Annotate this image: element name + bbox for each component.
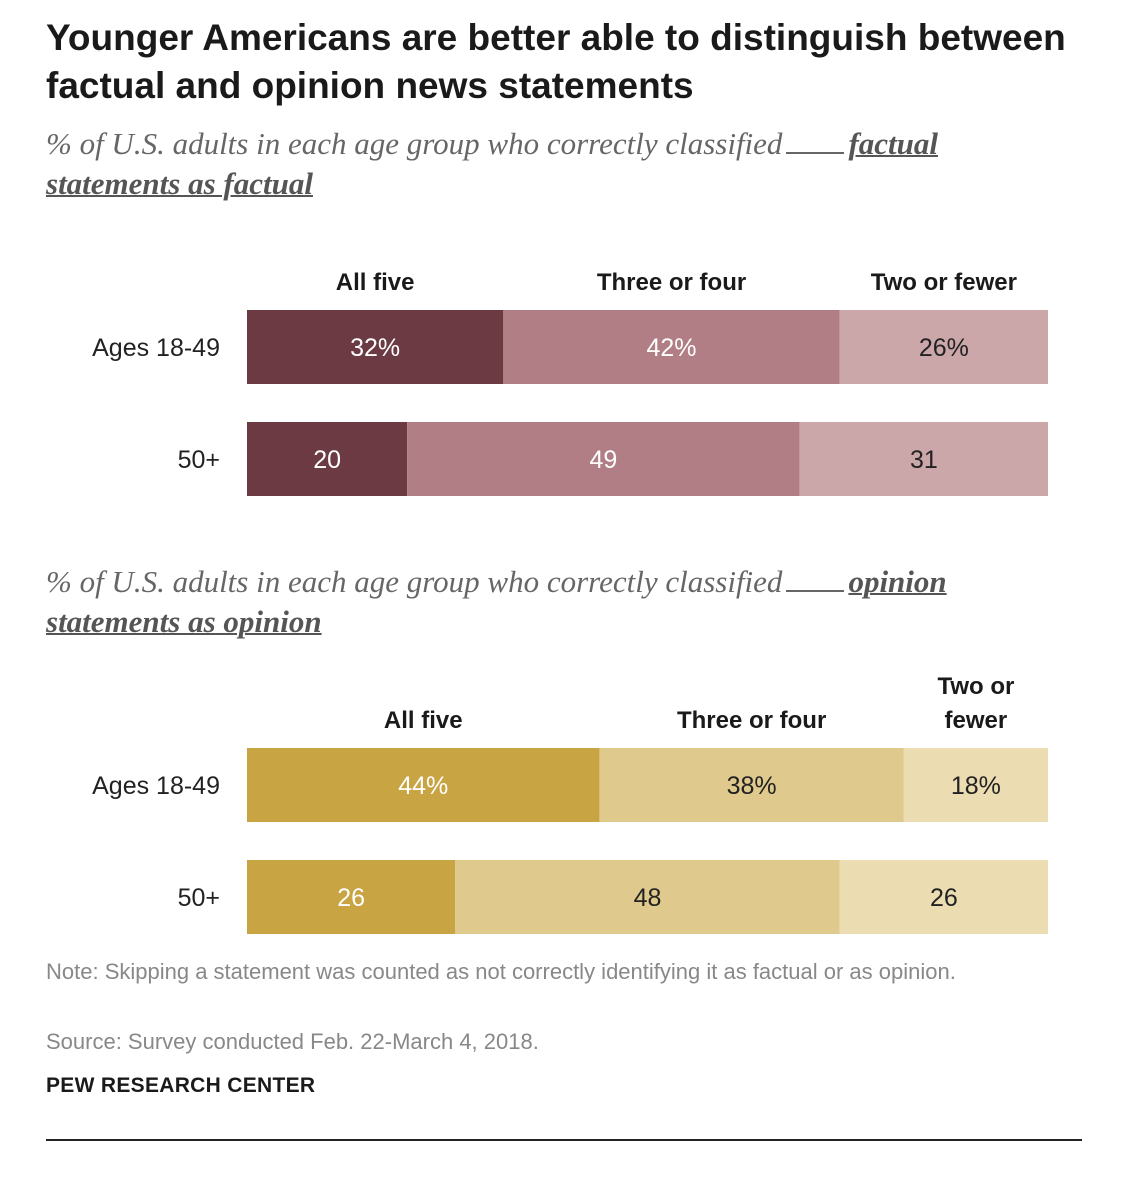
legend-label-line: Three or four [677,707,826,734]
bar-segment [247,748,600,822]
chart-factual: All five Three or four Two or fewer Ages 18… [0,228,1129,508]
legend-label-line: Two or fewer [871,269,1017,296]
chart-title: Younger Americans are better able to dis… [46,17,1066,106]
blank-line [786,564,845,592]
panel-2-subtitle-emphasis: opinion statements as opinion [46,564,947,639]
bar-segment [799,422,1048,496]
legend-label-1: Three or four [597,269,746,296]
data-label: 42% [647,334,697,362]
legend-label-1: Three or four [677,707,826,734]
legend-label-line: Three or four [597,269,746,296]
category-label: Ages 18-49 [92,772,220,800]
data-label: 31 [910,446,938,474]
data-label: 26% [919,334,969,362]
bar-segment [839,310,1048,384]
data-label: 32% [350,334,400,362]
data-label: 38% [727,772,777,800]
category-label: Ages 18-49 [92,334,220,362]
chart-opinion: All five Three or four Two or fewer Ages 18-… [0,666,1129,946]
panel-1-subtitle-emphasis: factual statements as factual [46,126,938,201]
panel-2-subtitle: % of U.S. adults in each age group who c… [46,562,1056,642]
data-label: 49 [590,446,618,474]
chart-factual-svg: All five Three or four Two or fewer Ages 18… [92,269,1048,496]
chart-note: Note: Skipping a statement was counted a… [46,959,956,984]
legend-label-line: fewer [945,707,1008,734]
legend-label-line: All five [336,269,415,296]
data-label: 48 [634,884,662,912]
brand-name: PEW RESEARCH CENTER [46,1074,316,1097]
bar-segment [503,310,840,384]
data-label: 18% [951,772,1001,800]
panel-2-subtitle-text: % of U.S. adults in each age group who c… [46,564,783,599]
bar-segment [247,422,408,496]
legend-label-0: All five [336,269,415,296]
legend-label-2: Two or fewer [871,269,1017,296]
chart-opinion-svg: All five Three or four Two or fewer Ages 18-… [92,673,1048,934]
data-label: 26 [930,884,958,912]
blank-line [786,126,845,154]
category-label: 50+ [178,446,220,474]
bottom-rule [46,1139,1082,1141]
bar-segment [247,310,504,384]
bar-segment [903,748,1048,822]
bar-segment [839,860,1048,934]
data-label: 20 [313,446,341,474]
legend-label-line: All five [384,707,463,734]
legend-label-line: Two or [937,673,1014,700]
bar-segment [407,422,800,496]
data-label: 26 [337,884,365,912]
category-label: 50+ [178,884,220,912]
bar-segment [455,860,840,934]
panel-1-subtitle-text: % of U.S. adults in each age group who c… [46,126,783,161]
chart-source: Source: Survey conducted Feb. 22-March 4… [46,1029,539,1054]
data-label: 44% [398,772,448,800]
panel-1-subtitle: % of U.S. adults in each age group who c… [46,124,1056,204]
bar-segment [599,748,904,822]
legend-label-2: Two or fewer [937,673,1014,734]
legend-label-0: All five [384,707,463,734]
bar-segment [247,860,456,934]
